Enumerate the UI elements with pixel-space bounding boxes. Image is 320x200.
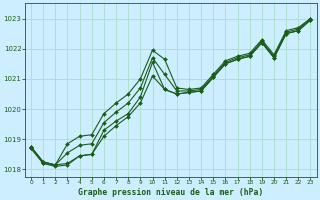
X-axis label: Graphe pression niveau de la mer (hPa): Graphe pression niveau de la mer (hPa) bbox=[78, 188, 263, 197]
